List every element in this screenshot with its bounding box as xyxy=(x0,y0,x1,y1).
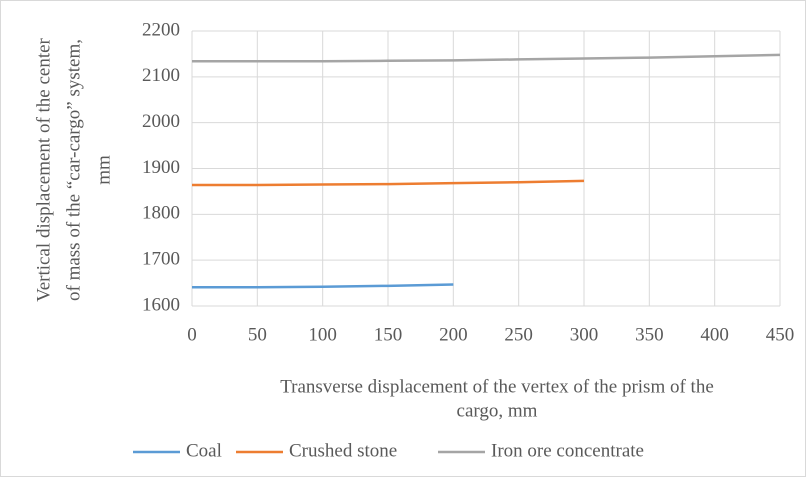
y-axis-label: mm xyxy=(93,155,114,185)
series-line xyxy=(192,53,781,63)
x-tick-label: 450 xyxy=(766,324,795,345)
series-line xyxy=(192,179,585,187)
x-tick-label: 0 xyxy=(187,324,197,345)
x-tick-label: 350 xyxy=(635,324,664,345)
y-tick-label: 2100 xyxy=(142,65,180,86)
legend-label: Crushed stone xyxy=(289,440,397,461)
x-tick-label: 100 xyxy=(308,324,337,345)
x-axis-label: Transverse displacement of the vertex of… xyxy=(280,376,714,397)
legend-label: Coal xyxy=(186,440,222,461)
x-tick-label: 250 xyxy=(504,324,533,345)
y-tick-label: 1900 xyxy=(142,157,180,178)
x-tick-label: 300 xyxy=(570,324,599,345)
y-axis-label: of mass of the “car-cargo” system, xyxy=(63,39,84,301)
y-tick-label: 2200 xyxy=(142,19,180,40)
y-tick-label: 2000 xyxy=(142,111,180,132)
series-line xyxy=(192,283,454,289)
x-tick-label: 400 xyxy=(700,324,729,345)
x-tick-label: 50 xyxy=(248,324,267,345)
x-tick-label: 150 xyxy=(374,324,403,345)
y-tick-label: 1800 xyxy=(142,203,180,224)
x-axis-label: cargo, mm xyxy=(457,400,538,421)
x-tick-label: 200 xyxy=(439,324,468,345)
y-tick-label: 1700 xyxy=(142,249,180,270)
y-tick-label: 1600 xyxy=(142,294,180,315)
y-axis-label: Vertical displacement of the center xyxy=(33,37,54,301)
legend-label: Iron ore concentrate xyxy=(491,440,644,461)
